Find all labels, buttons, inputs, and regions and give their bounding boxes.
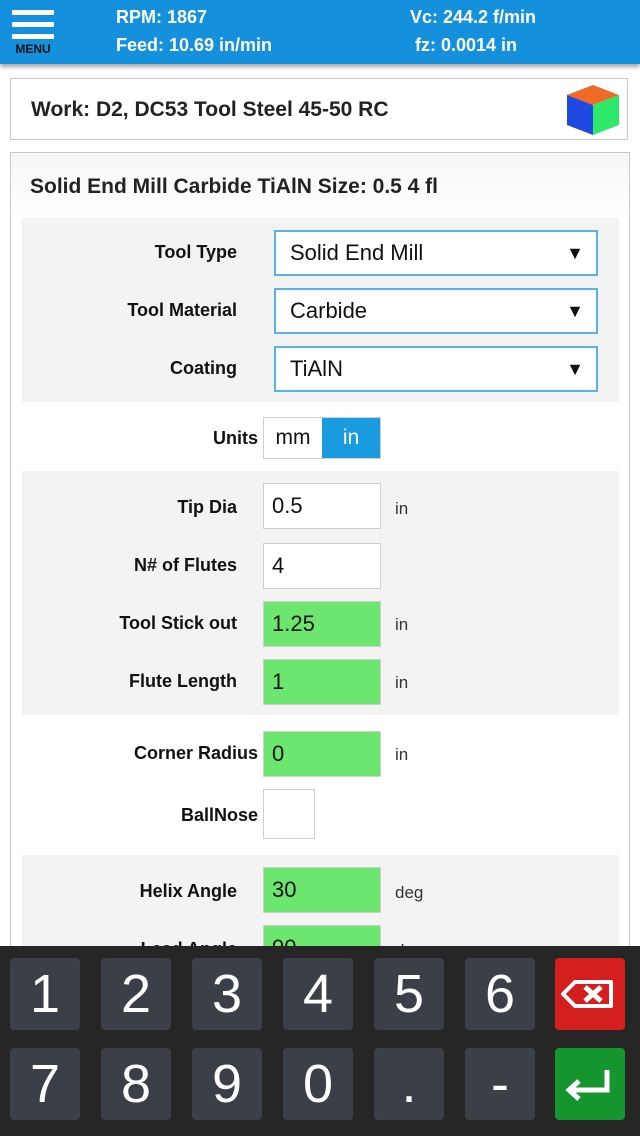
top-bar: MENU RPM: 1867 Feed: 10.69 in/min Vc: 24… — [0, 0, 640, 64]
key-minus[interactable]: - — [465, 1048, 535, 1120]
units-label: Units — [213, 428, 258, 448]
rpm-readout: RPM: 1867 — [116, 7, 208, 27]
flute-length-unit: in — [395, 673, 409, 692]
numeric-keypad: 1 2 3 4 5 6 7 8 9 0 . - — [0, 946, 640, 1136]
flute-length-input[interactable]: 1 — [263, 659, 381, 705]
tip-dia-input[interactable]: 0.5 — [263, 483, 381, 529]
work-material-bar[interactable]: Work: D2, DC53 Tool Steel 45-50 RC — [10, 78, 628, 140]
tool-dimensions-group: Tip Dia 0.5 in N# of Flutes 4 Tool Stick… — [22, 471, 619, 715]
ballnose-label: BallNose — [180, 805, 258, 825]
hamburger-icon — [12, 10, 54, 15]
tool-panel: Solid End Mill Carbide TiAlN Size: 0.5 4… — [10, 152, 630, 952]
units-toggle: mm in — [263, 417, 381, 459]
flute-length-label: Flute Length — [129, 671, 237, 691]
work-material-label: Work: D2, DC53 Tool Steel 45-50 RC — [31, 98, 389, 121]
tool-material-select[interactable]: Carbide ▼ — [274, 288, 598, 334]
tool-type-select[interactable]: Solid End Mill ▼ — [274, 230, 598, 276]
flutes-input[interactable]: 4 — [263, 543, 381, 589]
dropdown-arrow-icon: ▼ — [566, 359, 584, 379]
key-8[interactable]: 8 — [101, 1048, 171, 1120]
enter-icon — [565, 1070, 610, 1101]
cube-icon[interactable] — [565, 83, 621, 137]
helix-angle-unit: deg — [395, 883, 424, 902]
tool-type-value: Solid End Mill — [290, 240, 424, 265]
hamburger-icon-bar — [12, 34, 54, 39]
units-mm-option[interactable]: mm — [275, 426, 311, 449]
units-in-option[interactable]: in — [322, 418, 380, 458]
tip-dia-label: Tip Dia — [177, 497, 237, 517]
coating-select[interactable]: TiAlN ▼ — [274, 346, 598, 392]
vc-readout: Vc: 244.2 f/min — [409, 7, 536, 27]
tool-material-value: Carbide — [290, 298, 368, 323]
helix-angle-input[interactable]: 30 — [263, 867, 381, 913]
tool-material-label: Tool Material — [127, 300, 237, 320]
stick-out-unit: in — [395, 615, 409, 634]
fz-readout: fz: 0.0014 in — [414, 35, 517, 55]
tool-header[interactable]: Solid End Mill Carbide TiAlN Size: 0.5 4… — [11, 153, 629, 217]
corner-radius-label: Corner Radius — [133, 743, 258, 763]
key-9[interactable]: 9 — [192, 1048, 262, 1120]
tool-title: Solid End Mill Carbide TiAlN Size: 0.5 4… — [30, 175, 439, 198]
stick-out-label: Tool Stick out — [119, 613, 237, 633]
key-1[interactable]: 1 — [10, 958, 80, 1030]
key-0[interactable]: 0 — [283, 1048, 353, 1120]
helix-angle-label: Helix Angle — [139, 881, 237, 901]
corner-radius-unit: in — [395, 745, 409, 764]
flutes-label: N# of Flutes — [133, 555, 237, 575]
enter-key[interactable] — [555, 1048, 625, 1120]
key-decimal[interactable]: . — [374, 1048, 444, 1120]
tool-selection-group: Tool Type Solid End Mill ▼ Tool Material… — [22, 218, 619, 402]
hamburger-icon-bar — [12, 22, 54, 27]
tip-dia-unit: in — [395, 499, 409, 518]
coating-value: TiAlN — [290, 356, 343, 381]
key-7[interactable]: 7 — [10, 1048, 80, 1120]
menu-button[interactable]: MENU — [8, 6, 58, 58]
dropdown-arrow-icon: ▼ — [566, 243, 584, 263]
key-5[interactable]: 5 — [374, 958, 444, 1030]
key-6[interactable]: 6 — [465, 958, 535, 1030]
coating-label: Coating — [170, 358, 237, 378]
backspace-key[interactable] — [555, 958, 625, 1030]
dropdown-arrow-icon: ▼ — [566, 301, 584, 321]
tool-geometry-group: Helix Angle 30 deg Lead Angle 90 deg — [22, 855, 619, 951]
tool-type-label: Tool Type — [154, 242, 237, 262]
corner-radius-input[interactable]: 0 — [263, 731, 381, 777]
ballnose-checkbox[interactable] — [263, 789, 315, 839]
key-4[interactable]: 4 — [283, 958, 353, 1030]
stick-out-input[interactable]: 1.25 — [263, 601, 381, 647]
backspace-icon — [561, 980, 613, 1008]
key-3[interactable]: 3 — [192, 958, 262, 1030]
feed-readout: Feed: 10.69 in/min — [116, 35, 273, 55]
menu-label: MENU — [15, 42, 51, 56]
key-2[interactable]: 2 — [101, 958, 171, 1030]
